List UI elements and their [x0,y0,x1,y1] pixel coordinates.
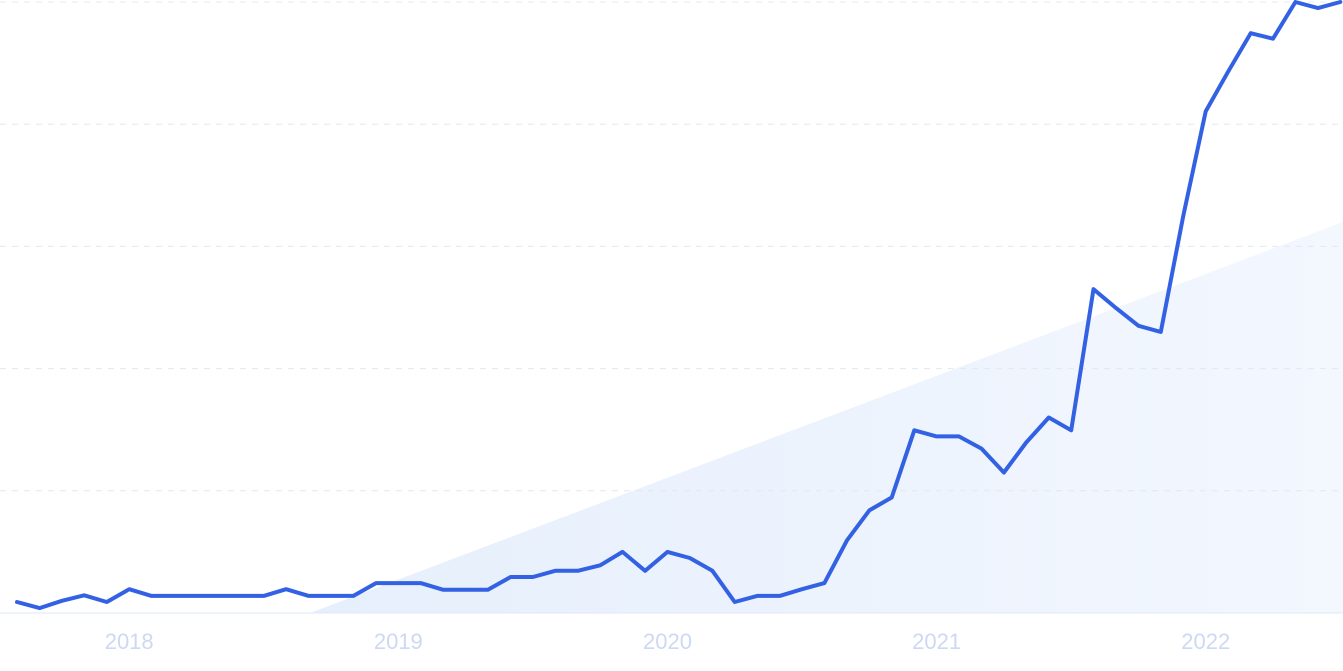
x-tick-label: 2018 [105,629,154,654]
x-tick-label: 2020 [643,629,692,654]
x-tick-label: 2022 [1181,629,1230,654]
x-tick-label: 2019 [374,629,423,654]
x-tick-label: 2021 [912,629,961,654]
trend-line [15,0,1343,611]
background-wedge [310,222,1343,613]
